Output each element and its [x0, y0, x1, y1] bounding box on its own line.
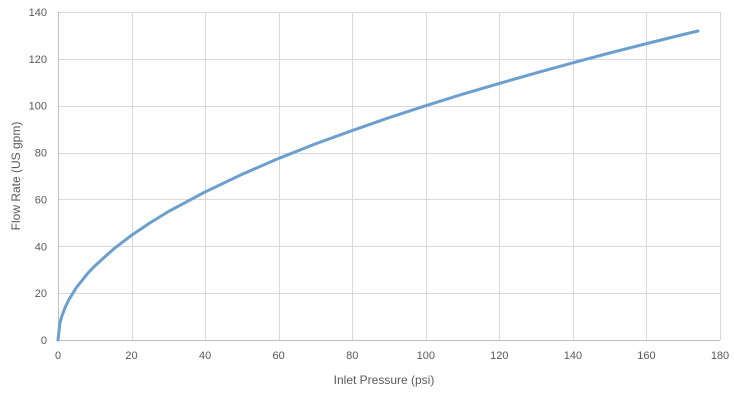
x-tick-label: 100 [417, 350, 435, 362]
y-tick-label: 60 [35, 194, 47, 206]
x-tick-label: 0 [55, 350, 61, 362]
x-tick-label: 180 [711, 350, 729, 362]
x-tick-label: 120 [490, 350, 508, 362]
y-tick-label: 140 [29, 7, 47, 19]
axes [58, 12, 720, 341]
y-tick-label: 0 [41, 335, 47, 347]
x-tick-label: 140 [564, 350, 582, 362]
series-group [56, 29, 700, 342]
x-tick-label: 20 [125, 350, 137, 362]
x-tick-label: 60 [273, 350, 285, 362]
x-tick-label: 40 [199, 350, 211, 362]
gridlines [58, 12, 721, 340]
y-tick-label: 120 [29, 54, 47, 66]
y-axis-label: Flow Rate (US gpm) [9, 122, 23, 231]
x-tick-label: 80 [346, 350, 358, 362]
y-tick-label: 100 [29, 101, 47, 113]
x-tick-label: 160 [637, 350, 655, 362]
y-tick-label: 80 [35, 148, 47, 160]
x-axis-label: Inlet Pressure (psi) [334, 373, 435, 387]
y-tick-label: 20 [35, 288, 47, 300]
tick-labels: 0 20 40 60 80 100 120 140 160 180 0 20 40 60 80 100 120 1… [29, 7, 730, 362]
y-tick-label: 40 [35, 241, 47, 253]
series-line-1 [56, 29, 700, 342]
